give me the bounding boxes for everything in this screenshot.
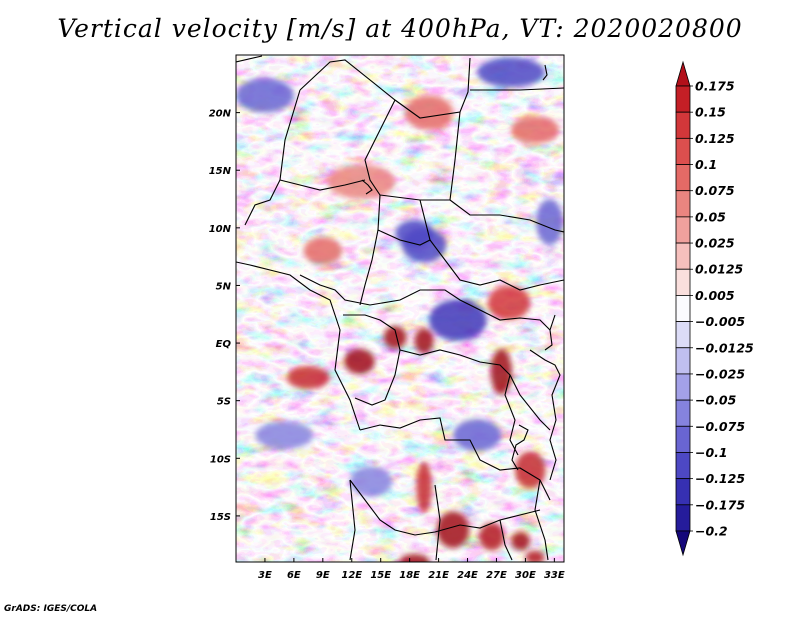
x-tick-label: 33E [544,570,565,581]
field-feature-25 [349,466,393,497]
field-feature-2 [414,328,434,354]
field-feature-4 [344,348,375,375]
x-tick-label: 9E [316,570,330,581]
field-feature-11 [399,553,430,562]
y-axis: 20N 15N 10N 5N EQ 5S 10S 15S [209,109,240,523]
field-feature-19 [536,199,564,246]
colorbar-label: 0.075 [695,183,735,198]
colorbar-label: −0.075 [695,419,745,434]
field-feature-23 [510,116,560,144]
x-tick-label: 21E [428,570,449,581]
colorbar-label: 0.025 [695,236,735,251]
colorbar-box [675,478,691,506]
x-tick-label: 6E [287,570,301,581]
x-axis: 3E 6E 9E 12E 15E 18E 21E 24E 27E 30E 33E [258,558,565,581]
colorbar-box [675,347,691,375]
x-tick-label: 24E [457,570,478,581]
field-feature-20 [404,95,454,130]
y-tick-label: EQ [216,339,232,350]
map-frame [235,54,565,563]
field-feature-17 [236,78,294,113]
y-tick-label: 10N [209,224,232,235]
field-feature-12 [525,550,545,562]
field-feature-6 [479,522,505,551]
field-feature-15 [395,219,434,248]
colorbar-label: −0.0125 [695,340,754,355]
y-tick-label: 20N [209,109,232,120]
y-tick-label: 5S [217,397,231,408]
colorbar-label: 0.05 [695,209,726,224]
colorbar: 0.175 0.15 0.125 0.1 0.075 0.05 0.025 0.0125 0.0… [675,60,754,557]
colorbar-box [675,373,691,401]
field-feature-5 [436,511,470,549]
field-feature-18 [453,419,502,452]
colorbar-box [675,399,691,427]
colorbar-label: −0.175 [695,497,745,512]
colorbar-label: 0.125 [695,131,735,146]
y-tick-label: 15N [209,166,232,177]
field-feature-13 [428,299,487,341]
colorbar-box [675,295,691,322]
field-feature-10 [487,285,531,321]
colorbar-box [675,268,691,296]
colorbar-box [675,504,691,532]
colorbar-label: −0.125 [695,471,745,486]
colorbar-top-arrow [675,60,691,87]
colorbar-box [675,216,691,244]
colorbar-label: −0.1 [695,445,728,460]
colorbar-label: −0.05 [695,393,737,408]
colorbar-box [675,111,691,139]
x-tick-label: 30E [515,570,536,581]
y-tick-label: 5N [216,281,232,292]
colorbar-label: 0.15 [695,105,726,120]
colorbar-box [675,321,691,349]
colorbar-box [675,164,691,192]
field-feature-22 [303,237,343,265]
colorbar-label: 0.0125 [695,262,744,277]
field-feature-24 [255,421,314,450]
colorbar-label: −0.2 [695,524,728,539]
velocity-field [236,55,564,562]
field-feature-3 [287,366,330,390]
credit-text: GrADS: IGES/COLA [4,604,98,614]
colorbar-box [675,425,691,453]
x-tick-label: 27E [486,570,507,581]
field-feature-16 [477,57,545,88]
country-borders [236,55,564,561]
y-tick-label: 10S [210,454,231,465]
colorbar-box [675,190,691,218]
colorbar-bottom-arrow [675,530,691,557]
x-tick-label: 3E [258,570,272,581]
colorbar-label: −0.005 [695,314,745,329]
chart-title: Vertical velocity [m/s] at 400hPa, VT: 2… [57,14,743,43]
x-tick-label: 12E [341,570,362,581]
field-feature-layer [236,57,564,562]
colorbar-label: 0.1 [695,157,717,172]
colorbar-label: −0.025 [695,366,745,381]
field-feature-7 [416,461,432,513]
colorbar-label: 0.175 [695,79,735,94]
x-tick-label: 18E [399,570,420,581]
field-feature-8 [510,532,531,551]
colorbar-box [675,137,691,165]
field-feature-0 [490,348,512,395]
field-feature-21 [327,164,396,200]
colorbar-box [675,452,691,480]
colorbar-box [675,85,691,113]
y-tick-label: 15S [210,512,231,523]
x-tick-label: 15E [370,570,391,581]
field-feature-1 [383,325,407,349]
colorbar-box [675,242,691,270]
colorbar-label: 0.005 [695,288,735,303]
